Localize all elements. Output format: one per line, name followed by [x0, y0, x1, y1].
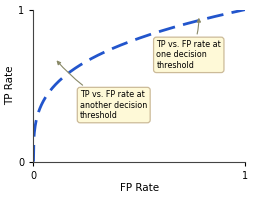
- Text: TP vs. FP rate at
one decision
threshold: TP vs. FP rate at one decision threshold: [156, 19, 221, 70]
- X-axis label: FP Rate: FP Rate: [120, 183, 159, 193]
- Y-axis label: TP Rate: TP Rate: [6, 66, 15, 105]
- Text: TP vs. FP rate at
another decision
threshold: TP vs. FP rate at another decision thres…: [57, 61, 147, 120]
